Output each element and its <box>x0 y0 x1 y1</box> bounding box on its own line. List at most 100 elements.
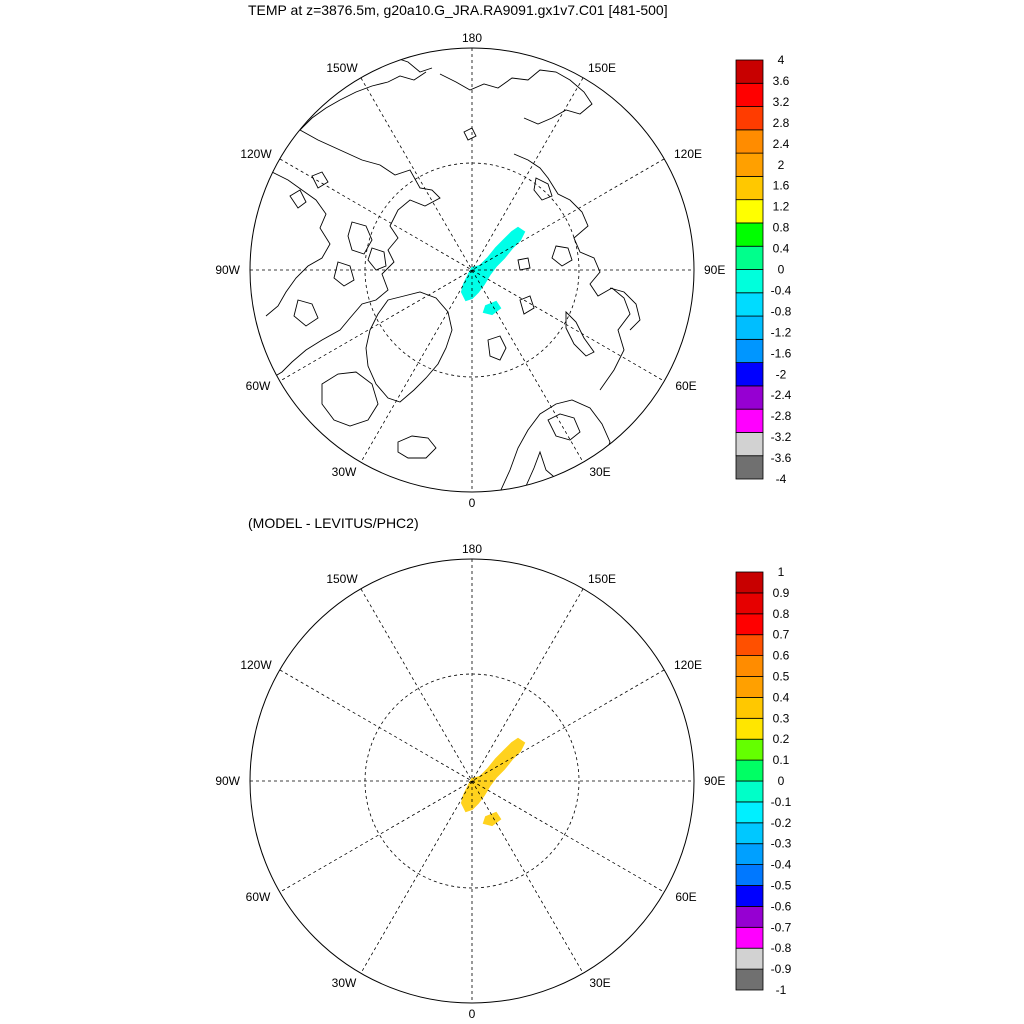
colorbar-label: -1 <box>776 983 787 997</box>
lon-label-150w: 150W <box>326 61 358 75</box>
colorbar-swatch <box>735 634 764 657</box>
colorbar-swatch <box>735 801 764 824</box>
colorbar-label: -0.8 <box>771 941 792 955</box>
colorbar-label: -0.8 <box>771 304 792 318</box>
colorbar-swatch <box>735 82 764 107</box>
colorbar-label: -0.2 <box>771 816 792 830</box>
colorbar-swatch <box>735 717 764 740</box>
colorbar-swatch <box>735 613 764 636</box>
colorbar-swatch <box>735 432 764 457</box>
colorbar-label: 1.2 <box>773 200 790 214</box>
lon-label-90e: 90E <box>704 263 725 277</box>
colorbar-swatch <box>735 592 764 615</box>
colorbar-swatch <box>735 926 764 949</box>
lon-label-60e: 60E <box>675 379 696 393</box>
colorbar-label: 2 <box>778 158 785 172</box>
colorbar-swatch <box>735 906 764 928</box>
colorbar-swatch <box>735 571 764 594</box>
lon-label-120e: 120E <box>674 147 702 161</box>
colorbar-swatch <box>735 697 764 719</box>
colorbar-swatch <box>735 222 764 247</box>
colorbar-label: -1.2 <box>771 325 792 339</box>
colorbar-swatch <box>735 676 764 698</box>
colorbar-label: 0.8 <box>773 607 790 621</box>
colorbar-swatch <box>735 843 764 866</box>
colorbar-swatch <box>735 947 764 970</box>
colorbar-label: -2 <box>776 367 787 381</box>
colorbar-label: -0.4 <box>771 858 792 872</box>
colorbar-label: 0.3 <box>773 711 790 725</box>
colorbar-swatch <box>735 152 764 177</box>
colorbar-label: 0 <box>778 774 785 788</box>
colorbar-swatch <box>735 269 764 294</box>
map-panel-bottom: (MODEL - LEVITUS/PHC2) <box>215 515 791 1021</box>
lon-label-60w: 60W <box>246 379 271 393</box>
lon-label-120w: 120W <box>240 658 272 672</box>
colorbar-label: -0.9 <box>771 962 792 976</box>
colorbar-swatch <box>735 338 764 364</box>
colorbar-swatch <box>735 106 764 131</box>
colorbar-label: -3.6 <box>771 451 792 465</box>
lon-label-30e: 30E <box>589 465 610 479</box>
lon-label-60w: 60W <box>246 890 271 904</box>
colorbar-label: -0.5 <box>771 879 792 893</box>
colorbar-label: 0.5 <box>773 670 790 684</box>
lon-label-30w: 30W <box>332 465 357 479</box>
lon-label-150e: 150E <box>588 572 616 586</box>
colorbar-swatch <box>735 408 764 433</box>
lon-label-30w: 30W <box>332 976 357 990</box>
colorbar-label: -0.7 <box>771 920 792 934</box>
temperature-anomaly-patch <box>460 226 526 316</box>
lon-label-90w: 90W <box>215 774 240 788</box>
colorbar-label: 1.6 <box>773 179 790 193</box>
colorbar-swatch <box>735 822 764 845</box>
colorbar-swatch <box>735 738 764 761</box>
longitude-labels: 180 150E 120E 90E 60E 30E 0 30W 60W 90W … <box>215 31 725 510</box>
colorbar-swatch <box>735 455 764 480</box>
lon-label-120w: 120W <box>240 147 272 161</box>
colorbar-swatch <box>735 655 764 677</box>
colorbar-swatch <box>735 315 764 340</box>
colorbar-label: -1.6 <box>771 346 792 360</box>
colorbar-label: 0 <box>778 263 785 277</box>
lon-label-90e: 90E <box>704 774 725 788</box>
colorbar-swatch <box>735 759 764 782</box>
lon-label-150e: 150E <box>588 61 616 75</box>
colorbar-label: -0.3 <box>771 837 792 851</box>
colorbar-label: -0.6 <box>771 899 792 913</box>
colorbar-label: 0.2 <box>773 732 790 746</box>
colorbar-label: 0.9 <box>773 586 790 600</box>
map-boundary <box>249 558 695 1004</box>
panel-title: (MODEL - LEVITUS/PHC2) <box>248 515 419 531</box>
colorbar-label: 2.8 <box>773 116 790 130</box>
colorbar-label: 3.2 <box>773 95 790 109</box>
colorbar-label: 0.1 <box>773 753 790 767</box>
graticule <box>250 559 694 1003</box>
lon-label-180: 180 <box>462 31 482 45</box>
colorbar-label: 0.8 <box>773 221 790 235</box>
colorbar-label: -0.4 <box>771 283 792 297</box>
colorbar-label: -4 <box>776 472 787 486</box>
colorbar-label: 4 <box>778 53 785 67</box>
colorbar-label: 0.7 <box>773 628 790 642</box>
colorbar-swatch <box>735 245 764 270</box>
colorbar-swatch <box>735 59 764 84</box>
coastline-layer <box>257 57 641 492</box>
lon-label-0: 0 <box>469 496 476 510</box>
colorbar: -1 -0.9 -0.8 -0.7 -0.6 -0.5 -0.4 -0.3 -0.2 -0.1 0 0… <box>735 565 792 997</box>
lon-label-150w: 150W <box>326 572 358 586</box>
lon-label-180: 180 <box>462 542 482 556</box>
map-boundary <box>249 47 695 493</box>
colorbar-label: 0.4 <box>773 690 790 704</box>
graticule <box>250 48 694 492</box>
colorbar-swatch <box>735 780 764 803</box>
colorbar-swatch <box>735 199 764 224</box>
panel-title: TEMP at z=3876.5m, g20a10.G_JRA.RA9091.g… <box>248 2 668 18</box>
colorbar-label: 1 <box>778 565 785 579</box>
colorbar-label: -2.4 <box>771 388 792 402</box>
longitude-labels: 180 150E 120E 90E 60E 30E 0 30W 60W 90W … <box>215 542 725 1021</box>
colorbar-label: 3.6 <box>773 74 790 88</box>
colorbar-label: 2.4 <box>773 137 790 151</box>
colorbar-swatch <box>735 362 764 387</box>
